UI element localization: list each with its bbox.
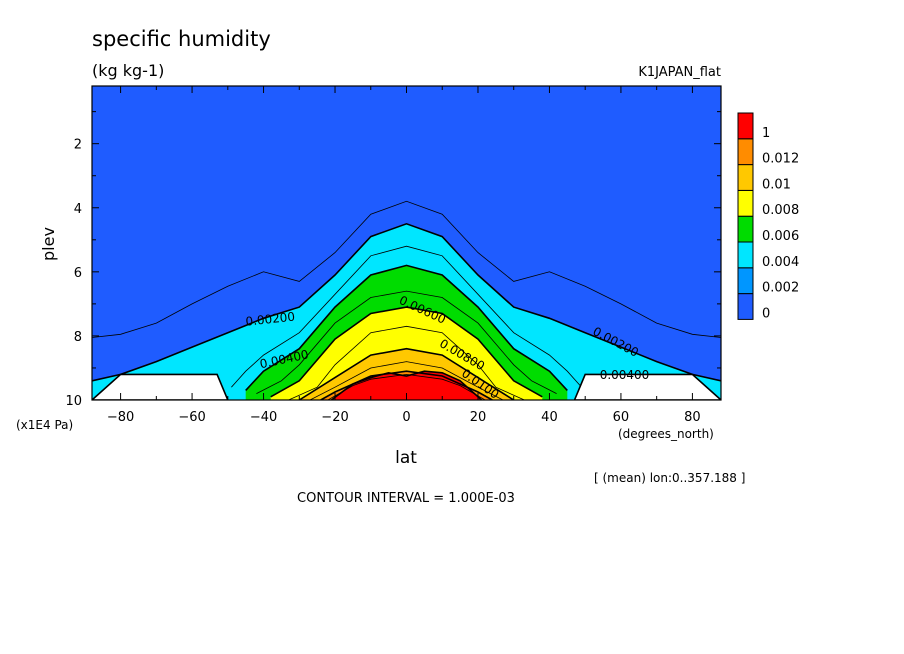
contour-lines xyxy=(92,200,721,400)
x-tick-label: −40 xyxy=(250,410,277,425)
chart-title: specific humidity xyxy=(92,27,271,51)
x-tick-label: −80 xyxy=(107,410,134,425)
terrain-mask xyxy=(92,373,721,400)
y-axis-label: plev xyxy=(39,227,58,261)
x-tick-label: 80 xyxy=(684,410,701,425)
colorbar: 0 0.002 0.004 0.006 0.008 0.01 0.012 1 xyxy=(737,112,799,321)
dataset-name: K1JAPAN_flat xyxy=(638,65,721,80)
y-axis-units: (x1E4 Pa) xyxy=(16,418,73,432)
contour-label: 0.00400 xyxy=(600,368,650,382)
x-tick-label: 40 xyxy=(541,410,558,425)
terrain-mask-2 xyxy=(573,373,721,400)
contour-line-0.005 xyxy=(256,290,557,394)
colorbar-label: 0.006 xyxy=(762,229,799,244)
region-note: [ (mean) lon:0..357.188 ] xyxy=(594,471,745,485)
colorbar-label: 0.004 xyxy=(762,255,799,270)
colorbar-label: 0.002 xyxy=(762,281,799,296)
terrain-mask-1 xyxy=(92,373,229,400)
contour-line-0.012 xyxy=(330,370,483,400)
y-tick-label: 10 xyxy=(65,394,82,409)
contour-interval: CONTOUR INTERVAL = 1.000E-03 xyxy=(297,491,515,506)
contour-line-0.003 xyxy=(231,245,582,388)
y-tick-label: 2 xyxy=(74,138,82,153)
contour-line-0.001 xyxy=(92,200,721,338)
x-tick-label: −60 xyxy=(178,410,205,425)
x-axis-label: lat xyxy=(395,448,417,468)
colorbar-label: 0.008 xyxy=(762,203,799,218)
contour-line-0.01 xyxy=(320,370,493,400)
y-tick-label: 4 xyxy=(74,202,82,217)
y-axis-ticks: 2 4 6 8 10 xyxy=(65,111,721,409)
x-tick-label: 0 xyxy=(402,410,410,425)
x-tick-label: 20 xyxy=(470,410,487,425)
y-tick-label: 6 xyxy=(74,266,82,281)
contour-line-0.011 xyxy=(327,373,486,400)
colorbar-label: 0 xyxy=(762,306,770,321)
x-axis-ticks: −80 −60 −40 −20 0 20 40 60 80 xyxy=(107,86,701,425)
contour-label: 0.00200 xyxy=(245,310,296,329)
contour-line-0.008 xyxy=(298,347,515,400)
contour-line-0.004 xyxy=(245,264,568,391)
colorbar-swatch xyxy=(737,215,754,243)
colorbar-label: 1 xyxy=(762,126,770,141)
colorbar-swatch xyxy=(737,138,754,166)
contour-line-0.002 xyxy=(92,222,721,382)
colorbar-swatch xyxy=(737,189,754,217)
chart-units: (kg kg-1) xyxy=(92,61,164,80)
colorbar-swatch xyxy=(737,112,754,140)
contour-line-0.009 xyxy=(309,361,504,400)
contour-line-0.007 xyxy=(288,325,525,400)
colorbar-swatch xyxy=(737,241,754,269)
plot-area: 0.002000.004000.006000.008000.01000.0020… xyxy=(92,86,721,400)
colorbar-label: 0.01 xyxy=(762,177,791,192)
x-tick-label: 60 xyxy=(613,410,630,425)
x-axis-units: (degrees_north) xyxy=(618,427,714,441)
y-tick-label: 8 xyxy=(74,330,82,345)
contour-line-0.006 xyxy=(270,306,543,398)
colorbar-swatch xyxy=(737,293,754,320)
colorbar-label: 0.012 xyxy=(762,152,799,167)
colorbar-swatch xyxy=(737,164,754,191)
colorbar-swatch xyxy=(737,267,754,295)
x-tick-label: −20 xyxy=(321,410,348,425)
